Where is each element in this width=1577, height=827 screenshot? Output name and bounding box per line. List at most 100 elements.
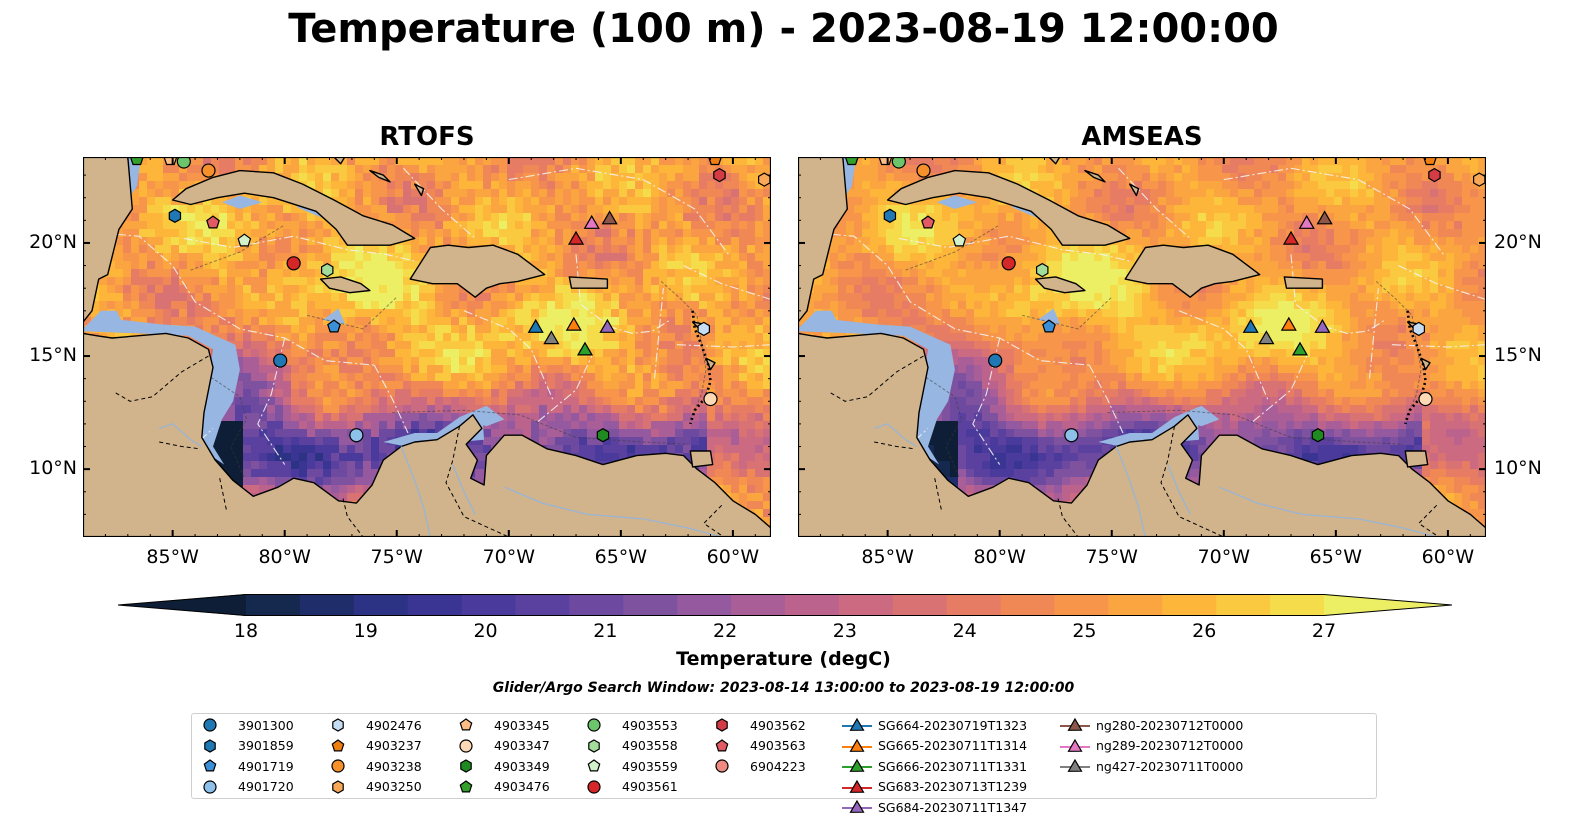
lon-tick-label: 65°W bbox=[594, 546, 648, 568]
colorbar-bin bbox=[1000, 594, 1056, 616]
amseas-obs-4903562 bbox=[1428, 167, 1441, 183]
rtofs-obs-4902476 bbox=[697, 321, 711, 337]
legend-label: 3901859 bbox=[238, 738, 294, 753]
amseas-isobath-2 bbox=[1375, 281, 1422, 420]
legend-item: 4903558 bbox=[586, 737, 678, 755]
legend-marker bbox=[203, 759, 217, 772]
colorbar-label: Temperature (degC) bbox=[676, 648, 891, 670]
rtofs-river-1 bbox=[504, 486, 722, 537]
rtofs-map bbox=[83, 157, 771, 537]
rtofs-isobath-3 bbox=[190, 224, 285, 271]
legend-item: 4901719 bbox=[202, 757, 294, 775]
amseas-obs-3901859 bbox=[883, 208, 897, 223]
legend-label: 4901719 bbox=[238, 758, 294, 774]
legend-label: SG664-20230719T1323 bbox=[878, 717, 1028, 733]
rtofs-land-trinidad bbox=[689, 450, 714, 468]
lon-tick-label: 80°W bbox=[258, 546, 311, 568]
legend-marker bbox=[1060, 738, 1090, 752]
legend-marker bbox=[842, 738, 872, 752]
legend-label: ng280-20230712T0000 bbox=[1096, 717, 1244, 733]
amseas-obs-4903345 bbox=[878, 157, 893, 166]
rtofs-land-centam bbox=[83, 332, 771, 537]
rtofs-eez-boundary-8 bbox=[508, 167, 729, 255]
legend-marker-shape bbox=[203, 718, 217, 732]
legend-marker-shape bbox=[459, 718, 473, 731]
amseas-border-3 bbox=[1057, 498, 1079, 537]
rtofs-eez-boundary-4 bbox=[676, 344, 771, 348]
colorbar-under-extension bbox=[118, 594, 246, 616]
amseas-frame bbox=[798, 157, 1486, 537]
amseas-eez-boundary-1 bbox=[898, 235, 1130, 262]
legend-label: 4903250 bbox=[366, 779, 422, 794]
rtofs-border-2 bbox=[219, 478, 227, 511]
legend-label: ng289-20230712T0000 bbox=[1096, 738, 1244, 753]
amseas-isobath-0 bbox=[864, 342, 963, 479]
legend-marker-shape bbox=[203, 779, 217, 794]
amseas-eez-boundary-7 bbox=[1368, 288, 1379, 379]
colorbar-bin bbox=[623, 594, 678, 616]
colorbar-bin bbox=[1270, 594, 1325, 616]
legend-marker-shape bbox=[587, 759, 601, 772]
rtofs-obs-SG665-20230711T1314 bbox=[565, 316, 582, 331]
amseas-observations bbox=[844, 157, 1486, 443]
rtofs-obs-4903349 bbox=[596, 428, 610, 443]
rtofs-obs-3901859 bbox=[168, 208, 182, 223]
rtofs-obs-4903476 bbox=[129, 157, 144, 166]
colorbar-tick-label: 25 bbox=[1072, 620, 1097, 642]
lat-tick-label: 15°N bbox=[29, 344, 77, 367]
legend-marker-shape bbox=[716, 718, 728, 732]
legend-label: 4901720 bbox=[238, 779, 294, 794]
legend-label: 4903345 bbox=[494, 717, 550, 733]
amseas-border-4 bbox=[1160, 426, 1225, 537]
legend-item: ng280-20230712T0000 bbox=[1060, 716, 1243, 734]
colorbar-bin bbox=[838, 594, 894, 616]
legend-item: 4903563 bbox=[714, 737, 806, 755]
rtofs-land-hispaniola bbox=[409, 244, 546, 298]
lat-tick-label: 20°N bbox=[1494, 230, 1542, 253]
lon-tick-label: 85°W bbox=[146, 546, 199, 568]
legend-label: 4903553 bbox=[622, 717, 678, 733]
amseas-obs-SG684-20230711T1347 bbox=[1314, 318, 1331, 333]
amseas-border-1 bbox=[874, 441, 915, 450]
amseas-obs-ng280-20230712T0000 bbox=[1316, 210, 1333, 225]
lat-tick-label: 15°N bbox=[1494, 344, 1542, 367]
rtofs-land-cuba bbox=[171, 169, 416, 246]
rtofs-eez-boundary-3 bbox=[575, 254, 671, 334]
rtofs-obs-4903553 bbox=[176, 157, 191, 169]
legend-marker-shape bbox=[331, 738, 345, 751]
legend-item: 4903237 bbox=[330, 737, 422, 755]
legend-marker bbox=[331, 759, 345, 773]
rtofs-obs-4903238 bbox=[201, 163, 216, 178]
legend-marker-shape bbox=[332, 779, 344, 794]
amseas-obs-4902476 bbox=[1412, 321, 1426, 337]
legend-marker-shape bbox=[460, 759, 472, 773]
colorbar-outline bbox=[118, 594, 1452, 616]
lat-tick-label: 10°N bbox=[29, 457, 77, 480]
legend-marker bbox=[842, 799, 872, 813]
legend-item: 4902476 bbox=[330, 716, 422, 734]
legend-marker bbox=[331, 738, 345, 751]
legend-item: 4903559 bbox=[586, 757, 678, 775]
legend-item: ng427-20230711T0000 bbox=[1060, 757, 1243, 775]
legend-label: 3901300 bbox=[238, 717, 294, 733]
amseas-land-yucatan bbox=[798, 157, 848, 323]
colorbar-tick-label: 21 bbox=[593, 620, 618, 642]
rtofs-isobath-2 bbox=[660, 281, 707, 420]
amseas-obs-ng427-20230711T0000 bbox=[1258, 330, 1275, 345]
legend-marker bbox=[204, 738, 216, 753]
rtofs-river-2 bbox=[452, 464, 476, 515]
legend-marker bbox=[716, 718, 728, 732]
amseas-eez-boundary-3 bbox=[1290, 254, 1386, 334]
amseas-land-jamaica bbox=[1034, 276, 1086, 294]
legend-marker bbox=[715, 759, 729, 773]
figure-title: Temperature (100 m) - 2023-08-19 12:00:0… bbox=[288, 6, 1279, 52]
colorbar-tick-label: 24 bbox=[952, 620, 977, 642]
rtofs-eez-boundary-9 bbox=[161, 427, 214, 475]
colorbar-tick-label: 18 bbox=[233, 620, 259, 642]
amseas-eez-boundary-13 bbox=[1398, 265, 1486, 301]
amseas-obs-4903237 bbox=[1423, 157, 1437, 166]
amseas-obs-SG683-20230713T1239 bbox=[1282, 230, 1300, 245]
rtofs-land-yucatan bbox=[83, 157, 133, 323]
rtofs-obs-4901719 bbox=[327, 319, 341, 333]
legend-marker bbox=[459, 718, 473, 731]
